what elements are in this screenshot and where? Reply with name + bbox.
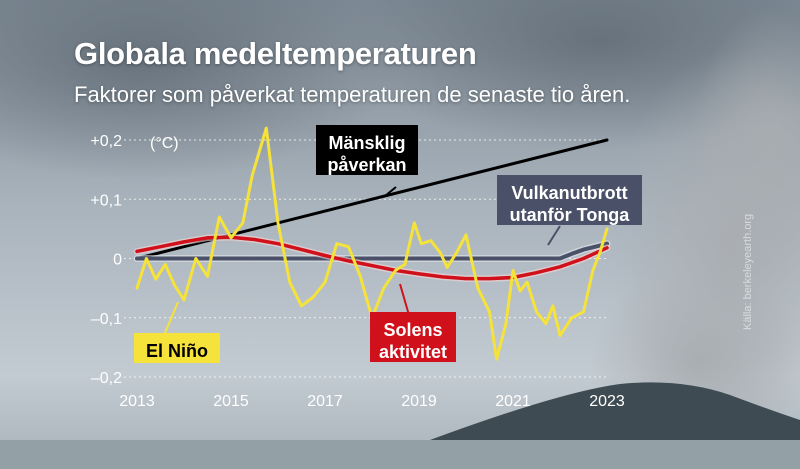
label-text-human: påverkan [327, 155, 406, 175]
series-line-halo [133, 240, 611, 262]
label-leader [164, 301, 179, 334]
label-leader [547, 225, 561, 246]
ash-plume [690, 10, 800, 290]
x-tick-label: 2015 [213, 393, 249, 410]
chart-subtitle: Faktorer som påverkat temperaturen de se… [74, 82, 631, 107]
series-line-volcano [135, 241, 609, 261]
cloud [0, 0, 400, 180]
y-tick-label: 0 [113, 252, 122, 269]
label-text-human: Mänsklig [328, 133, 405, 153]
label-box-human [316, 125, 418, 175]
x-tick-label: 2021 [495, 393, 531, 410]
label-text-sun: Solens [383, 320, 442, 340]
label-text-volcano: Vulkanutbrott [511, 183, 627, 203]
tick-labels: +0,2 +0,1 0 –0,1 –0,2 2013 2015 2017 2019 2021 202… [90, 133, 624, 410]
series-line-elnino [135, 126, 609, 361]
unit-label: (°C) [150, 135, 179, 152]
y-tick-label: +0,2 [90, 133, 122, 150]
y-tick-label: –0,1 [91, 311, 122, 328]
x-tick-label: 2013 [119, 393, 155, 410]
sea [0, 440, 800, 469]
series [133, 126, 611, 361]
label-text-volcano: utanför Tonga [510, 205, 631, 225]
label-box-volcano [497, 175, 642, 225]
label-box-elnino [134, 333, 220, 363]
label-text-sun: aktivitet [379, 342, 447, 362]
label-text-elnino: El Niño [146, 341, 208, 361]
chart-title: Globala medeltemperaturen [74, 36, 477, 71]
y-tick-label: +0,1 [90, 192, 122, 209]
x-tick-label: 2017 [307, 393, 343, 410]
x-tick-label: 2023 [589, 393, 625, 410]
y-tick-label: –0,2 [91, 370, 122, 387]
label-leader [384, 186, 397, 197]
x-tick-label: 2019 [401, 393, 437, 410]
label-box-sun [370, 312, 456, 362]
